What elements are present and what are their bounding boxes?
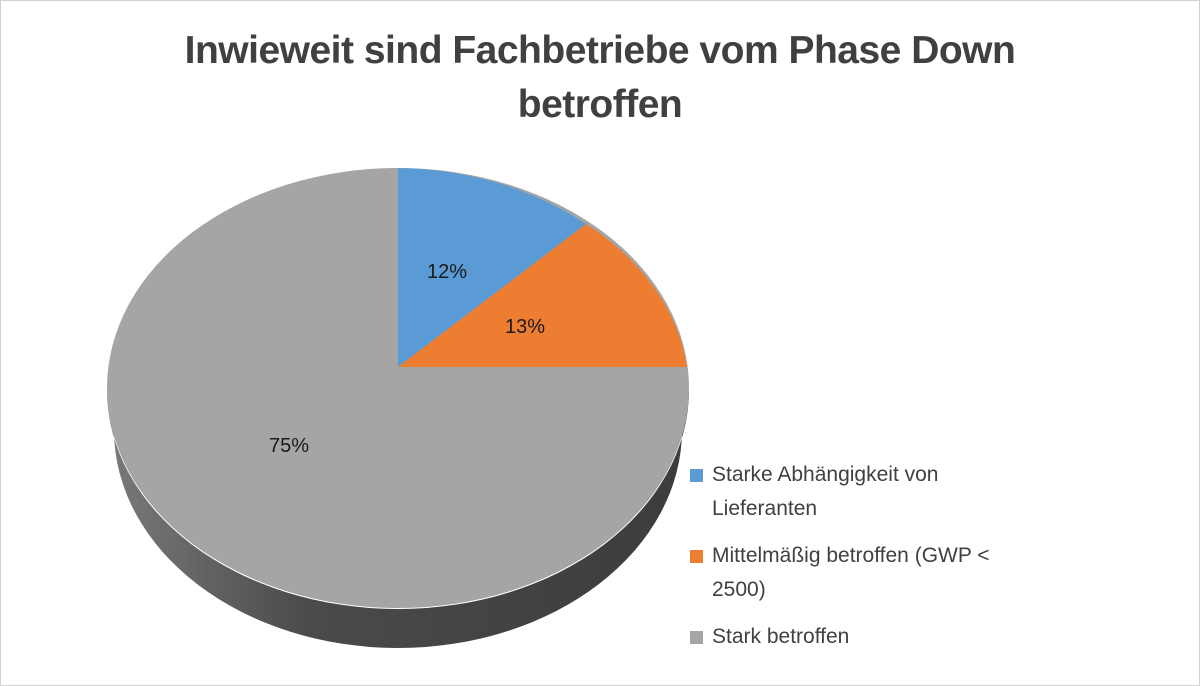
slice-mittelmaessig[interactable] [398, 224, 687, 367]
data-label-orange: 13% [505, 316, 546, 338]
data-label-blue: 12% [427, 261, 468, 283]
legend-swatch-orange [690, 550, 703, 563]
legend-text: Mittelmäßig betroffen (GWP < [712, 544, 990, 567]
slice-starke-abhaengigkeit[interactable] [398, 168, 586, 367]
legend-item-stark-betroffen[interactable]: Stark betroffen [690, 620, 1090, 654]
legend-swatch-gray [690, 631, 703, 644]
legend-text: 2500) [712, 578, 766, 601]
chart-title-line1: Inwieweit sind Fachbetriebe vom Phase Do… [184, 29, 1016, 72]
legend-text: Stark betroffen [712, 625, 850, 648]
legend-item-starke-abhaengigkeit[interactable]: Starke Abhängigkeit von Lieferanten [690, 458, 1090, 526]
pie-side [107, 390, 689, 648]
chart-title: Inwieweit sind Fachbetriebe vom Phase Do… [0, 24, 1200, 132]
data-label-gray: 75% [269, 435, 310, 457]
legend-item-mittelmaessig[interactable]: Mittelmäßig betroffen (GWP < 2500) [690, 539, 1090, 607]
legend-text: Starke Abhängigkeit von [712, 463, 939, 486]
legend-text: Lieferanten [712, 497, 818, 520]
chart-title-line2: betroffen [517, 83, 683, 126]
legend: Starke Abhängigkeit von Lieferanten Mitt… [690, 458, 1090, 667]
legend-swatch-blue [690, 469, 703, 482]
